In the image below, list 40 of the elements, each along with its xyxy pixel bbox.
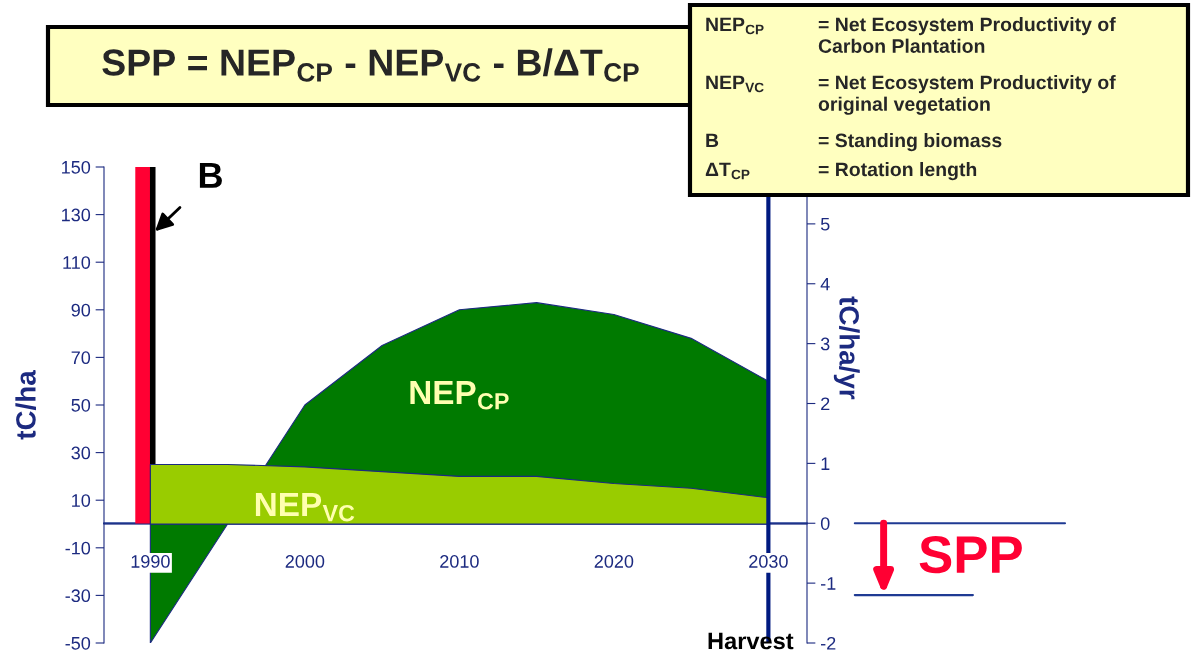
y2-tick-label: -2	[821, 636, 836, 650]
x-tick-label: 2010	[440, 555, 479, 568]
annotation: ΔT$_{CP}$	[705, 162, 750, 180]
y-tick-label: 150	[62, 160, 91, 174]
x-tick-label: 2030	[749, 555, 788, 568]
y-tick-label: 30	[71, 446, 91, 460]
y2-tick-label: 5	[820, 218, 830, 231]
text: = Standing biomass	[818, 133, 1002, 152]
y2-tick-label: 2	[821, 397, 830, 411]
y2-tick-label: 0	[820, 517, 830, 530]
y-tick-label: -10	[65, 541, 91, 555]
y2-axis-title: tC/ha/yr	[833, 296, 860, 400]
y-axis-title: tC/ha	[15, 370, 37, 440]
text: NEP$_{VC}$	[706, 75, 764, 93]
y-tick-label: 130	[62, 208, 91, 222]
series-label: NEP$_{CP}$	[410, 381, 509, 410]
x-tick-label: 2020	[594, 555, 634, 568]
y-tick-label: 70	[71, 351, 91, 365]
x-tick-label: 2000	[285, 555, 325, 568]
text: = Net Ecosystem Productivity of original vegetation	[818, 75, 1116, 115]
y-tick-label: 50	[71, 398, 91, 412]
text: = Net Ecosystem Productivity of Carbon Plantation	[818, 17, 1116, 53]
y-tick-label: 110	[63, 256, 91, 269]
y2-tick-label: 1	[821, 457, 830, 470]
y-tick-label: -30	[65, 589, 91, 603]
series-label: B	[199, 162, 222, 188]
text: = Rotation length	[818, 162, 977, 181]
text: NEP$_{CP}$	[706, 17, 764, 35]
y2-tick-label: 4	[820, 277, 830, 291]
y-tick-label: -50	[65, 636, 91, 650]
y2-tick-label: -1	[821, 577, 836, 590]
y-tick-label: 90	[71, 303, 91, 317]
x-tick-label: 1990	[131, 555, 170, 568]
ref-line-label: Harvest	[708, 632, 794, 650]
y2-tick-label: 3	[820, 337, 830, 351]
ref-line-label: SPP	[919, 535, 1022, 574]
chart-title: SPP = NEP$_{CP}$ - NEP$_{VC}$ - B/ΔT$_{CP}$	[102, 48, 639, 82]
y-tick-label: 10	[72, 494, 91, 507]
series-label: NEP$_{VC}$	[255, 492, 355, 522]
text: B	[706, 133, 719, 148]
